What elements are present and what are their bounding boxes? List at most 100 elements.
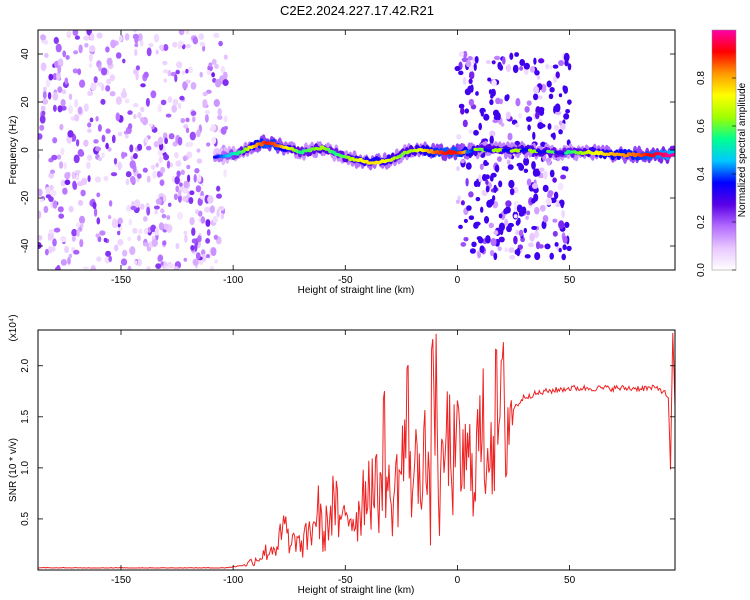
noise-cell [531,161,536,170]
noise-cell [558,59,564,67]
noise-cell [87,175,91,183]
noise-cell [130,155,134,161]
noise-cell [512,64,519,74]
noise-cell [513,214,518,219]
noise-cell [51,154,58,161]
noise-cell [200,195,205,200]
noise-cell [133,113,137,120]
noise-cell [122,58,126,64]
noise-cell [549,252,554,260]
noise-cell [178,30,185,36]
noise-cell [189,216,195,226]
track-core [245,148,250,152]
noise-cell [500,122,505,127]
noise-cell [176,61,183,69]
noise-cell [533,57,537,65]
noise-cell [120,90,128,99]
noise-cell [127,123,133,130]
noise-cell [88,63,93,68]
noise-cell [216,208,220,218]
noise-cell [120,258,128,266]
noise-cell [52,238,57,247]
noise-cell [180,118,186,124]
noise-cell [483,113,490,121]
noise-cell [183,156,187,162]
noise-cell [518,229,524,237]
noise-cell [175,242,180,250]
noise-cell [90,82,97,91]
noise-cell [107,215,112,220]
noise-cell [75,174,80,181]
noise-cell [191,227,196,236]
noise-cell [552,64,559,69]
noise-cell [62,50,67,58]
noise-cell [151,238,158,247]
noise-cell [188,66,193,74]
noise-cell [197,173,202,183]
noise-cell [473,222,479,229]
noise-cell [466,205,472,211]
noise-cell [58,213,65,219]
noise-cell [465,162,472,170]
noise-cell [491,195,496,202]
noise-cell [537,122,544,130]
noise-cell [497,156,502,162]
noise-cell [179,95,185,101]
noise-cell [195,252,201,260]
noise-cell [134,48,138,57]
noise-cell [518,112,522,119]
colorbar-tick-label: 0.0 [696,263,707,277]
noise-cell [101,134,106,143]
noise-cell [208,62,213,68]
noise-cell [68,253,73,259]
noise-cell [122,249,128,257]
noise-cell [205,238,211,244]
noise-cell [515,229,520,236]
snr-y-ticks: 0.5 1.0 1.5 2.0 [20,358,675,526]
noise-cell [206,70,211,75]
noise-cell [504,218,509,226]
noise-cell [542,215,549,223]
noise-cell [223,54,228,60]
noise-cell [464,108,469,114]
spectrogram-y-tick-label: -40 [20,238,31,253]
noise-cell [101,152,105,159]
noise-cell [558,220,565,230]
noise-cell [220,126,227,135]
noise-cell [98,64,102,72]
noise-cell [45,79,51,88]
noise-cell [509,52,514,60]
noise-cell [52,104,57,112]
noise-cell [490,94,494,99]
noise-cell [197,197,203,206]
noise-cell [108,200,113,207]
noise-cell [142,242,150,247]
noise-cell [167,69,172,77]
noise-cell [462,119,468,128]
noise-cell [545,158,552,163]
noise-cell [140,39,144,47]
noise-cell [54,266,61,270]
noise-cell [194,168,200,174]
noise-cell [197,235,202,243]
noise-cell [79,215,85,225]
noise-cell [555,202,561,208]
noise-cell [202,99,208,108]
noise-cell [72,68,79,74]
noise-cell [458,70,464,76]
noise-cell [128,218,133,226]
colorbar-frame [711,29,737,271]
noise-cell [513,200,520,207]
noise-cell [40,105,46,112]
noise-cell [485,59,491,65]
spectrogram-cells [38,30,675,270]
noise-cell [554,103,561,113]
noise-cell [566,245,572,252]
noise-cell [77,149,84,157]
noise-cell [45,194,52,199]
noise-cell [460,241,467,247]
noise-cell [117,238,124,246]
noise-cell [72,30,79,36]
noise-cell [456,166,460,172]
